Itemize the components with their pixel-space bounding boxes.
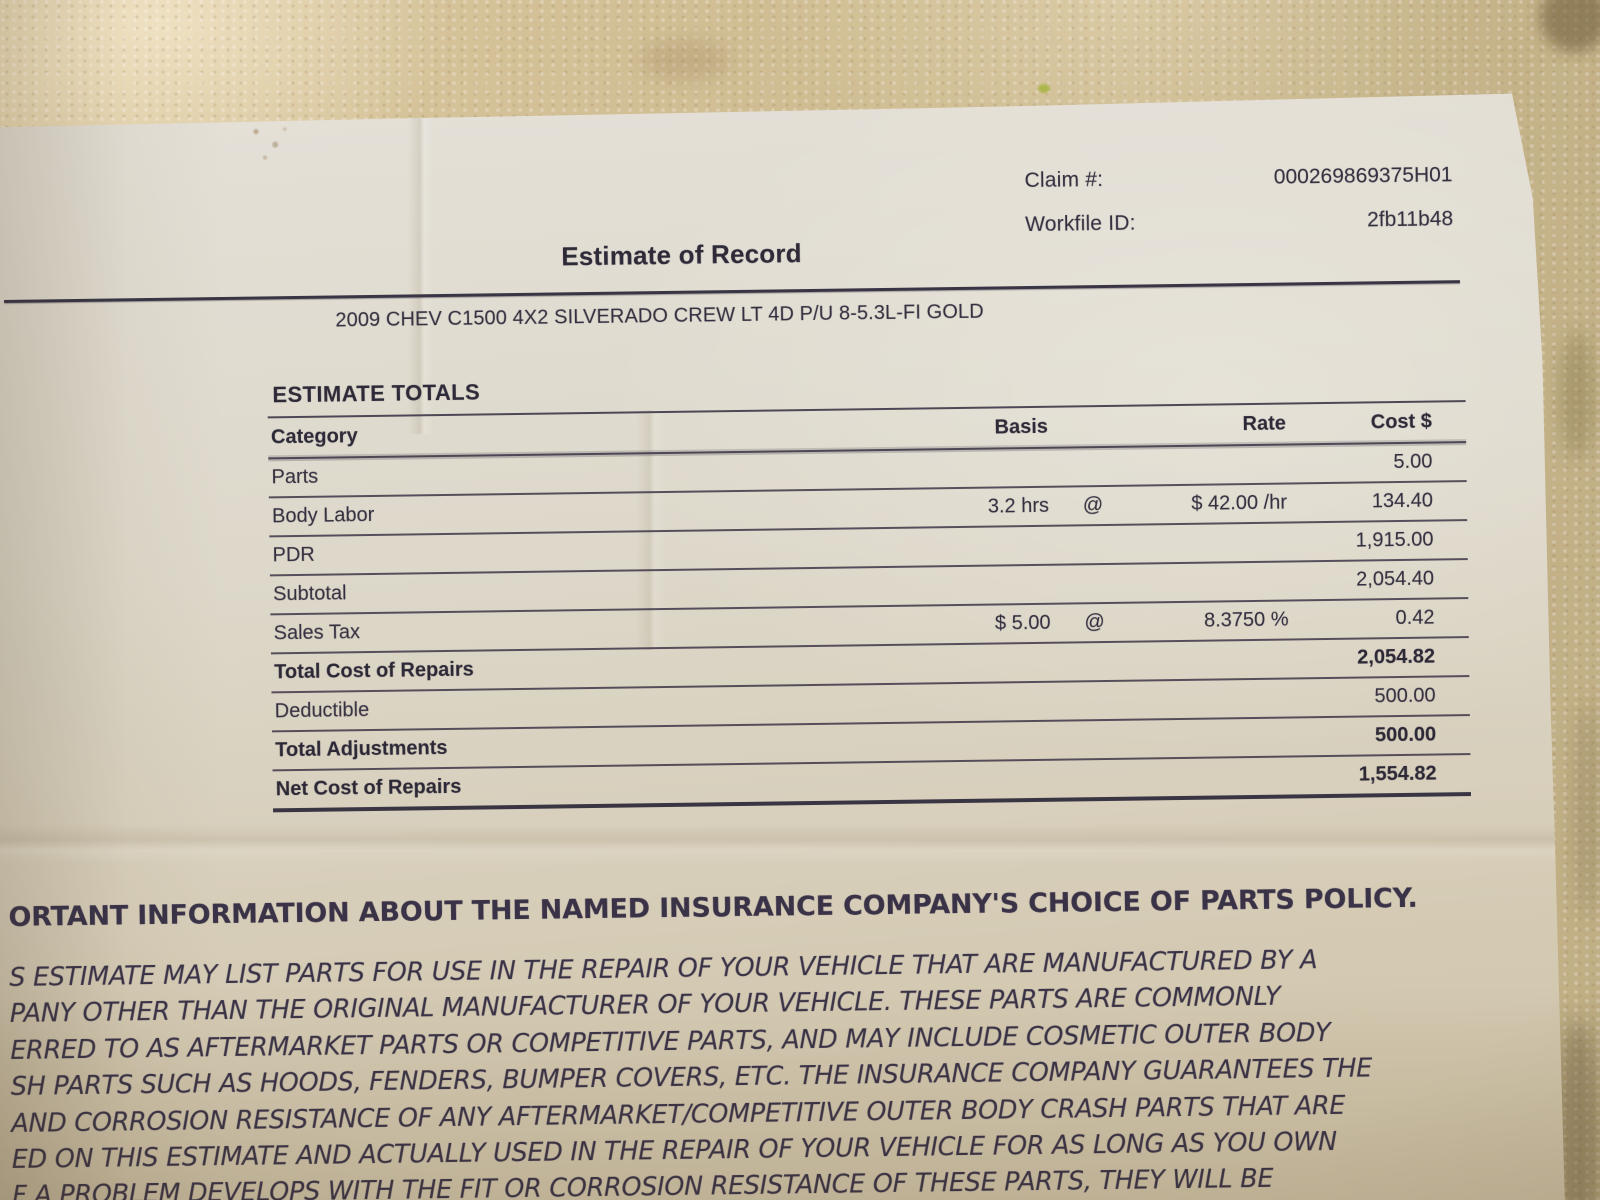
row-cost: 2,054.82 xyxy=(1357,645,1436,669)
estimate-rows: Parts 5.00 Body Labor 3.2 hrs @ $ 42.00 … xyxy=(268,443,1471,809)
row-cost: 500.00 xyxy=(1374,684,1436,708)
row-cost: 500.00 xyxy=(1374,723,1437,747)
row-cost: 2,054.40 xyxy=(1356,567,1435,591)
row-rate: 8.3750 % xyxy=(1203,608,1289,632)
row-basis xyxy=(858,467,1048,470)
row-cost: 5.00 xyxy=(1393,450,1433,474)
document-title: Estimate of Record xyxy=(561,238,802,272)
row-at-symbol xyxy=(1052,700,1140,701)
row-category: Parts xyxy=(271,465,319,489)
row-category: Total Cost of Repairs xyxy=(274,658,474,684)
estimate-totals-heading: ESTIMATE TOTALS xyxy=(272,379,481,408)
notice-paragraph: S ESTIMATE MAY LIST PARTS FOR USE IN THE… xyxy=(9,942,1522,1200)
estimate-totals-table: Category Basis Rate Cost $ Parts 5.00 Bo… xyxy=(267,400,1471,813)
title-underline-rule xyxy=(4,280,1460,303)
row-at-symbol xyxy=(1052,739,1140,740)
row-category: Subtotal xyxy=(272,582,347,606)
row-basis xyxy=(862,701,1052,704)
row-basis xyxy=(862,740,1052,743)
row-at-symbol xyxy=(1051,661,1139,662)
row-at-symbol: @ xyxy=(1084,611,1105,634)
claim-number-row: Claim #: 000269869375H01 xyxy=(1024,163,1453,213)
row-basis xyxy=(863,779,1053,782)
column-header-rate: Rate xyxy=(1242,412,1287,436)
claim-number-label: Claim #: xyxy=(1024,168,1104,193)
row-at-symbol xyxy=(1053,778,1141,779)
row-rate xyxy=(1138,581,1288,583)
row-rate xyxy=(1140,737,1290,739)
row-rate xyxy=(1141,776,1291,778)
claim-number-value: 000269869375H01 xyxy=(1273,163,1453,189)
column-header-basis: Basis xyxy=(994,415,1049,439)
row-basis xyxy=(860,584,1050,587)
row-category: Sales Tax xyxy=(273,621,361,645)
row-rate xyxy=(1140,698,1290,700)
row-cost: 0.42 xyxy=(1395,606,1435,630)
row-basis: 3.2 hrs xyxy=(987,494,1050,518)
row-basis xyxy=(860,545,1050,548)
row-at-symbol xyxy=(1050,583,1138,584)
row-at-symbol: @ xyxy=(1082,494,1104,517)
column-header-cost: Cost $ xyxy=(1370,410,1433,434)
row-cost: 1,554.82 xyxy=(1358,762,1437,786)
row-category: Net Cost of Repairs xyxy=(275,775,462,801)
row-basis: $ 5.00 xyxy=(994,611,1051,635)
notice-heading: ORTANT INFORMATION ABOUT THE NAMED INSUR… xyxy=(8,882,1418,933)
column-header-spacer xyxy=(1048,426,1136,427)
row-category: Deductible xyxy=(274,699,370,723)
column-header-category: Category xyxy=(270,425,358,449)
row-rate xyxy=(1136,464,1286,466)
parts-policy-notice: ORTANT INFORMATION ABOUT THE NAMED INSUR… xyxy=(8,881,1522,1200)
row-category: PDR xyxy=(272,543,315,567)
row-cost: 1,915.00 xyxy=(1355,528,1434,552)
row-category: Body Labor xyxy=(271,503,375,528)
workfile-id-value: 2fb11b48 xyxy=(1366,207,1454,232)
row-rate xyxy=(1138,542,1288,544)
row-at-symbol xyxy=(1048,466,1136,467)
row-at-symbol xyxy=(1050,544,1138,545)
vehicle-description: 2009 CHEV C1500 4X2 SILVERADO CREW LT 4D… xyxy=(335,300,984,332)
row-cost: 134.40 xyxy=(1371,489,1434,513)
row-basis xyxy=(861,662,1051,665)
row-rate: $ 42.00 /hr xyxy=(1191,491,1288,515)
row-rate xyxy=(1139,659,1289,661)
row-category: Total Adjustments xyxy=(275,736,448,762)
